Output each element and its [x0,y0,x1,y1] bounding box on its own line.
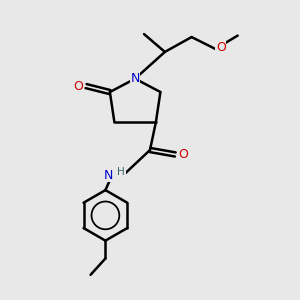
Text: N: N [104,169,113,182]
Text: O: O [74,80,84,93]
Text: O: O [178,148,188,161]
Text: O: O [216,41,226,54]
Text: H: H [117,167,125,177]
Text: N: N [130,72,140,85]
